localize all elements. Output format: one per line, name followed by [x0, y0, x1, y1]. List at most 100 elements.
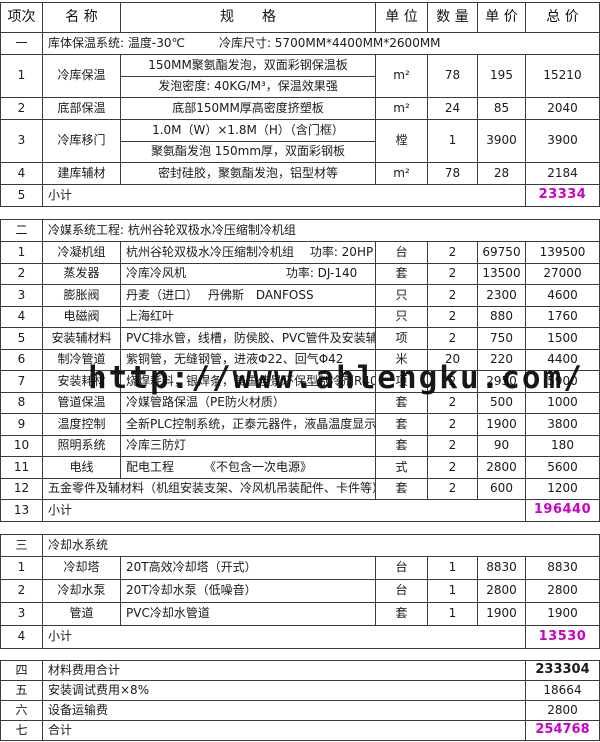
column-header-6: 总 价 — [546, 8, 579, 25]
item-spec: 紫铜管，无缝钢管，进液Φ22、回气Φ42 — [121, 349, 376, 370]
section-gap — [0, 649, 600, 661]
subtotal-no: 5 — [1, 185, 43, 206]
summary-row: 七合计 254768 — [0, 721, 600, 741]
table-row: 1 冷凝机组 杭州谷轮双极水冷压缩制冷机组 功率: 20HP 台 2 69750 13950… — [0, 242, 600, 264]
row-no: 3 — [1, 285, 43, 306]
section-no: 三 — [1, 535, 43, 556]
section-header-row: 一库体保温系统: 温度-30℃ 冷库尺寸: 5700MM*4400MM*2600M… — [0, 33, 600, 55]
table-row: 3 管道 PVC冷却水管道套 1 1900 1900 — [0, 603, 600, 626]
table-row: 10 照明系统 冷库三防灯套 2 90 180 — [0, 435, 600, 457]
total-cell: 3800 — [547, 416, 578, 431]
summary-label: 安装调试费用×8% — [43, 681, 526, 700]
price-cell: 1900 — [478, 414, 526, 435]
total-cell: 5900 — [547, 373, 578, 388]
total-cell: 2040 — [547, 100, 578, 115]
item-spec: 150MM聚氨酯发泡，双面彩钢保温板 发泡密度: 40KG/M³，保温效果强 — [121, 55, 376, 97]
unit-cell: 套 — [376, 435, 428, 456]
total-cell: 139500 — [539, 244, 586, 259]
table-row: 5 安装辅材料 PVC排水管，线槽，防侯胶、PVC管件及安装辅材等项 2 750 1500 — [0, 328, 600, 350]
qty-cell: 2 — [428, 435, 478, 456]
row-no: 2 — [1, 263, 43, 284]
section-title-cell: 冷媒系统工程: 杭州谷轮双极水冷压缩制冷机组 — [43, 220, 599, 241]
item-name: 电线 — [43, 457, 121, 478]
item-name-spec: 五金零件及辅材料（机组安装支架、冷风机吊装配件、卡件等） — [43, 478, 376, 499]
qty-cell: 2 — [428, 457, 478, 478]
item-spec: 20T冷却水泵（低噪音） — [121, 580, 376, 602]
unit-cell: m² — [376, 163, 428, 184]
column-header-3: 单 位 — [376, 3, 428, 32]
summary-no: 五 — [1, 681, 43, 700]
section-dimensions: 冷库尺寸: 5700MM*4400MM*2600MM — [218, 35, 441, 50]
price-cell: 3900 — [478, 120, 526, 162]
column-header-2: 规 格 — [121, 3, 376, 32]
price-cell: 2800 — [478, 457, 526, 478]
summary-value: 233304 — [535, 662, 590, 678]
price-cell: 500 — [478, 392, 526, 413]
qty-cell: 78 — [428, 163, 478, 184]
unit-cell: 只 — [376, 285, 428, 306]
qty-cell: 24 — [428, 98, 478, 119]
qty-cell: 1 — [428, 120, 478, 162]
total-cell: 4600 — [547, 287, 578, 302]
item-name: 冷凝机组 — [43, 242, 121, 263]
subtotal-value: 196440 — [533, 502, 592, 518]
unit-cell: 项 — [376, 328, 428, 349]
unit-cell: m² — [376, 55, 428, 97]
item-spec: 丹麦（进口） 丹佛斯 DANFOSS — [121, 285, 376, 306]
total-cell: 1000 — [547, 395, 578, 410]
summary-row: 四材料费用合计 233304 — [0, 661, 600, 681]
row-no: 2 — [1, 580, 43, 602]
row-no: 5 — [1, 328, 43, 349]
qty-cell: 20 — [428, 349, 478, 370]
item-name: 制冷管道 — [43, 349, 121, 370]
summary-row: 五安装调试费用×8% 18664 — [0, 681, 600, 701]
item-name: 电磁阀 — [43, 306, 121, 327]
section-title-cell: 库体保温系统: 温度-30℃ 冷库尺寸: 5700MM*4400MM*2600MM — [43, 33, 599, 54]
qty-cell: 2 — [428, 478, 478, 499]
unit-cell: 台 — [376, 242, 428, 263]
column-header-0: 项次 — [1, 3, 43, 32]
price-cell: 220 — [478, 349, 526, 370]
price-cell: 195 — [478, 55, 526, 97]
qty-cell: 2 — [428, 285, 478, 306]
price-cell: 2800 — [478, 580, 526, 602]
item-name: 冷库移门 — [43, 120, 121, 162]
unit-cell: 台 — [376, 557, 428, 579]
item-spec: 全新PLC控制系统，正泰元器件，液晶温度显示 — [121, 414, 376, 435]
total-cell: 1500 — [547, 330, 578, 345]
item-spec-line: 150MM聚氨酯发泡，双面彩钢保温板 — [121, 55, 375, 77]
row-no: 8 — [1, 392, 43, 413]
price-cell: 600 — [478, 478, 526, 499]
item-spec: 冷库三防灯 — [121, 435, 376, 456]
item-name: 安装耗材 — [43, 371, 121, 392]
unit-cell: 台 — [376, 580, 428, 602]
item-spec: 烧焊耗料，银焊条，美国佳景环保型制冷剂R404等 — [121, 371, 376, 392]
table-row: 3 冷库移门 1.0M（W）×1.8M（H）（含门框） 聚氨酯发泡 150mm厚，双面… — [0, 120, 600, 163]
item-name: 管道 — [43, 603, 121, 625]
item-spec: 20T高效冷却塔（开式） — [121, 557, 376, 579]
price-cell: 880 — [478, 306, 526, 327]
total-cell: 1200 — [547, 481, 578, 496]
column-header-5: 单 价 — [478, 3, 526, 32]
row-no: 7 — [1, 371, 43, 392]
summary-row: 六设备运输费 2800 — [0, 701, 600, 721]
section-header-row: 二冷媒系统工程: 杭州谷轮双极水冷压缩制冷机组 — [0, 220, 600, 242]
section-gap — [0, 207, 600, 220]
total-cell: 3900 — [547, 133, 578, 148]
price-cell: 8830 — [478, 557, 526, 579]
item-name: 冷却水泵 — [43, 580, 121, 602]
qty-cell: 2 — [428, 392, 478, 413]
table-row: 2 冷却水泵 20T冷却水泵（低噪音）台 1 2800 2800 — [0, 580, 600, 603]
qty-cell: 2 — [428, 306, 478, 327]
item-spec: 杭州谷轮双极水冷压缩制冷机组 功率: 20HP — [121, 242, 376, 263]
table-row: 2 蒸发器 冷库冷风机 功率: DJ-140 套 2 13500 27000 — [0, 263, 600, 285]
table-row: 8 管道保温 冷媒管路保温（PE防火材质）套 2 500 1000 — [0, 392, 600, 414]
section-header-row: 三冷却水系统 — [0, 535, 600, 557]
row-no: 1 — [1, 557, 43, 579]
row-no: 3 — [1, 120, 43, 162]
subtotal-row: 13 小计 196440 — [0, 500, 600, 522]
subtotal-label: 小计 — [43, 185, 526, 206]
item-spec: 1.0M（W）×1.8M（H）（含门框） 聚氨酯发泡 150mm厚，双面彩钢板 — [121, 120, 376, 162]
subtotal-value: 23334 — [538, 187, 587, 203]
table-row: 7 安装耗材 烧焊耗料，银焊条，美国佳景环保型制冷剂R404等项 2 2950 5900 — [0, 371, 600, 393]
